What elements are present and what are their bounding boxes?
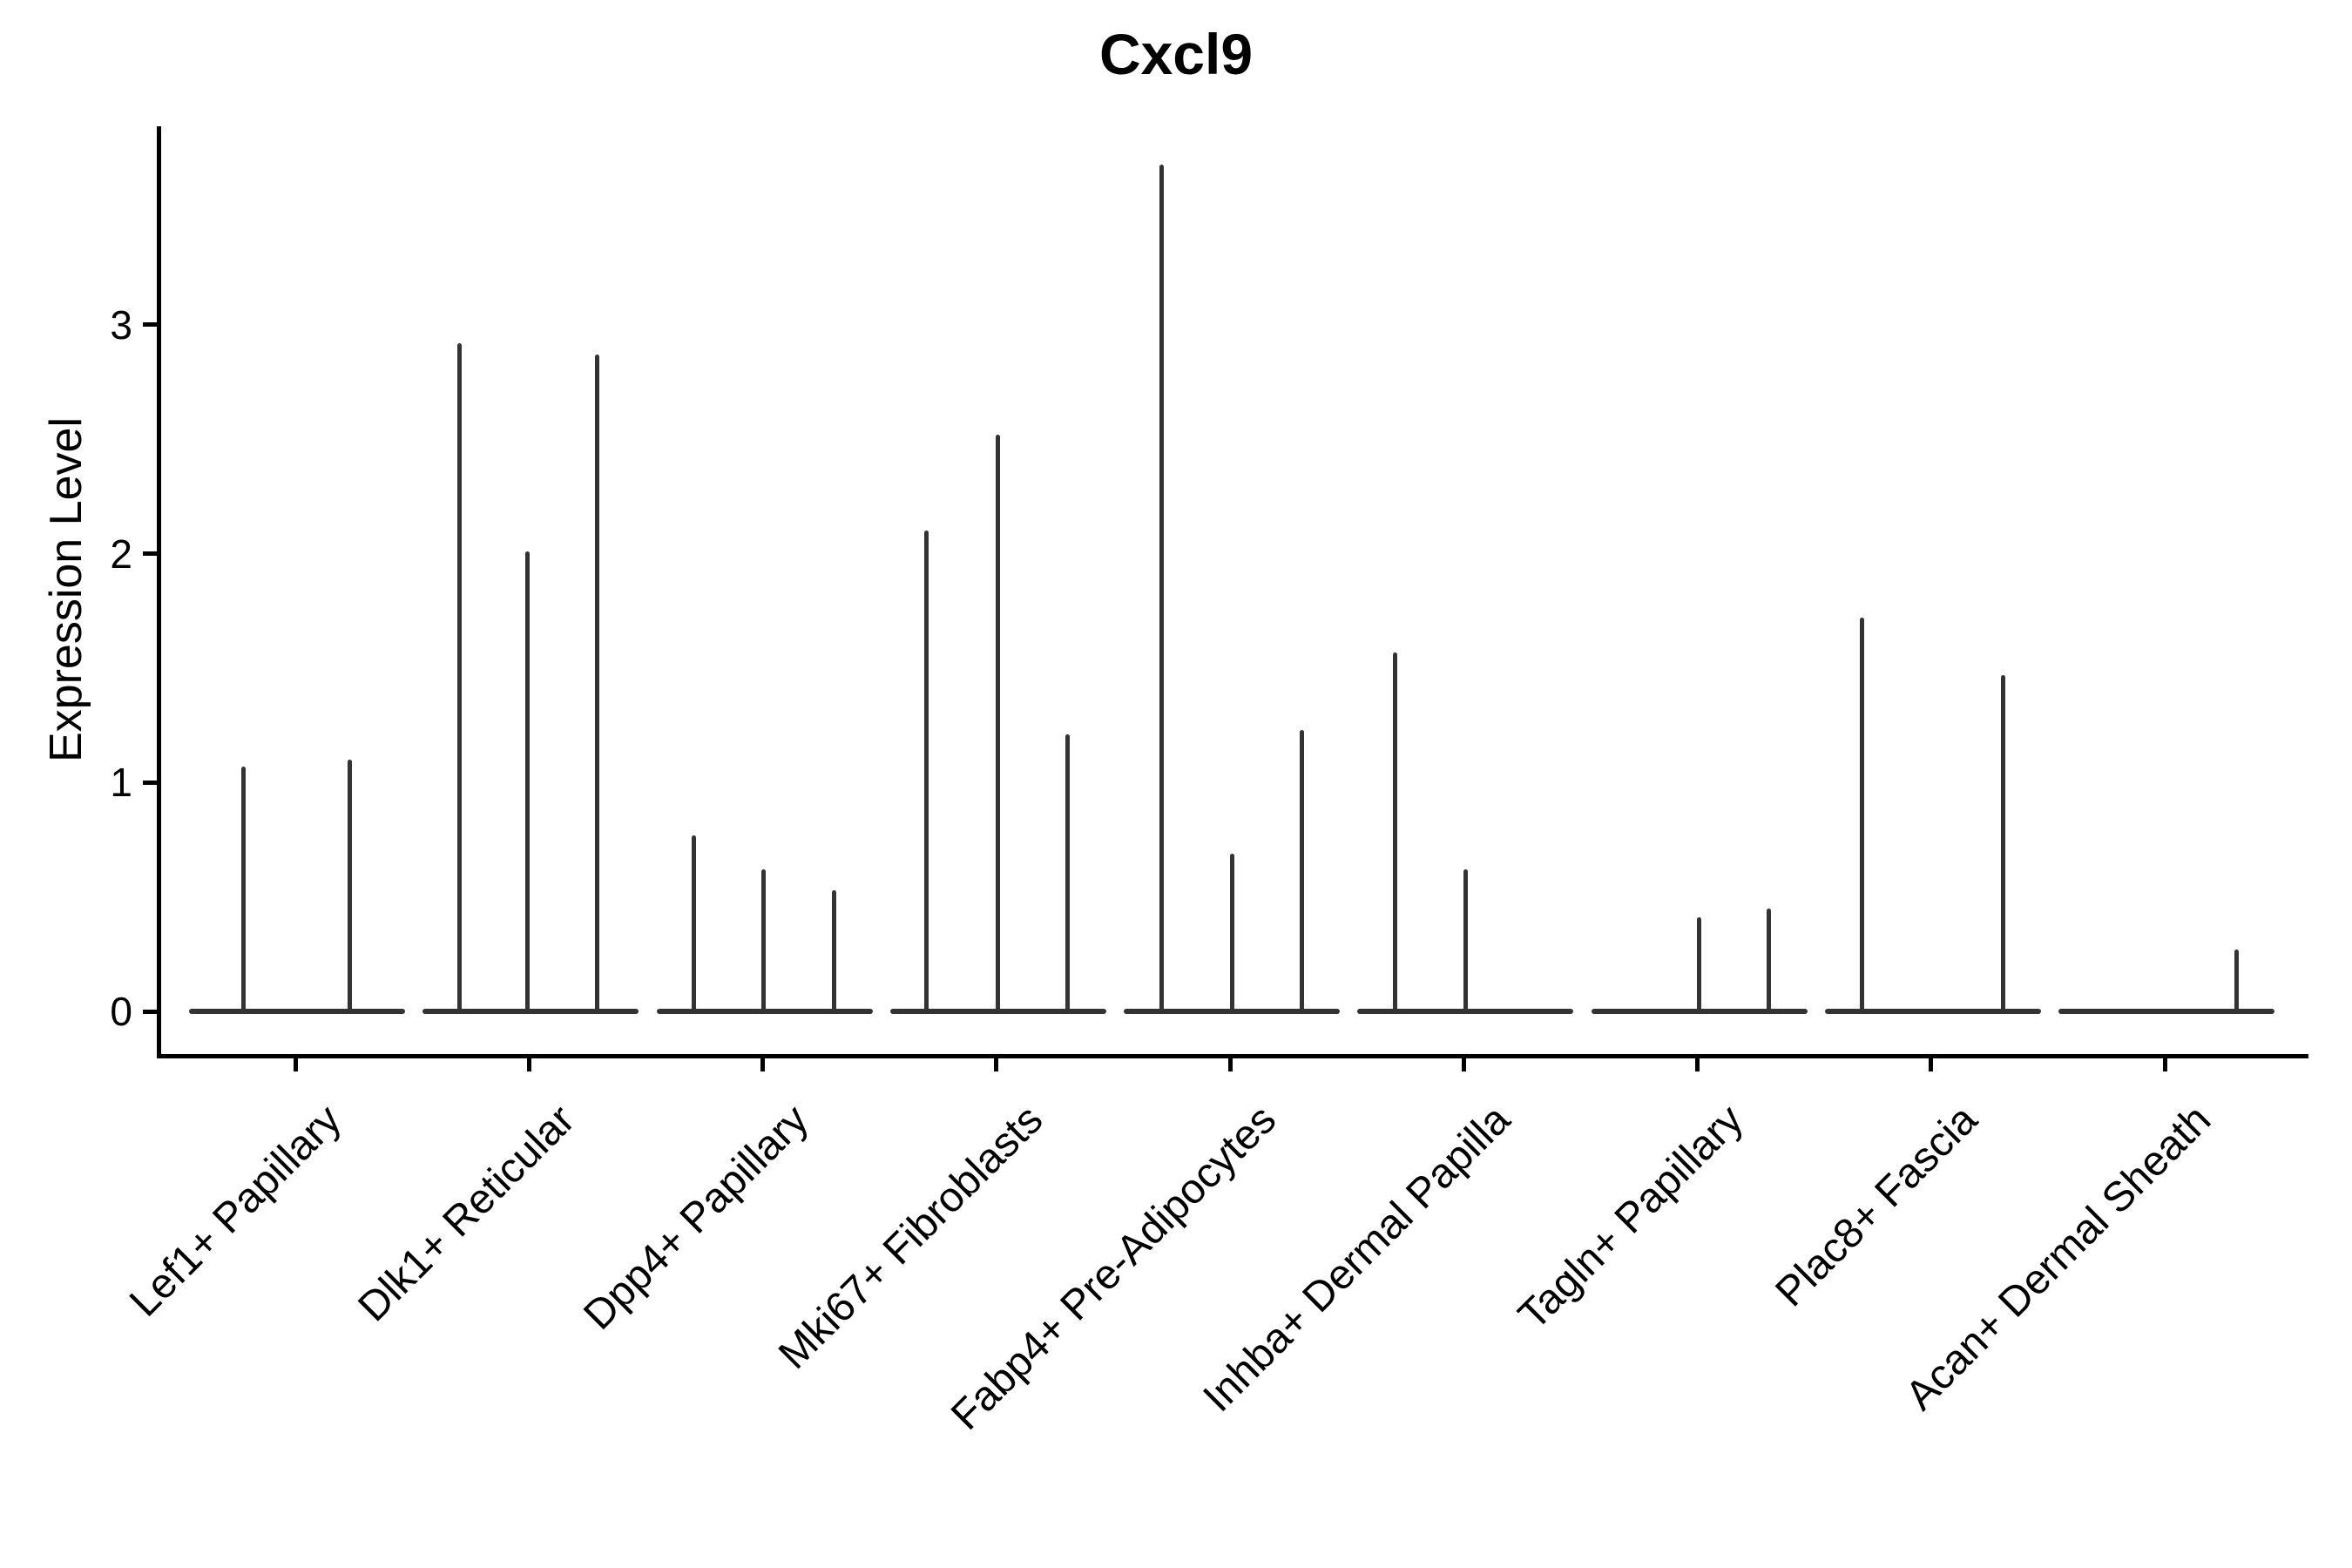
y-tick-label: 0 [110,989,132,1034]
x-tick-mark [526,1057,531,1071]
x-tick-mark [1227,1057,1233,1071]
violin-spike [1229,853,1234,1011]
violin-spike [1860,618,1865,1011]
x-category-label: Dlk1+ Reticular [349,1096,585,1331]
violin-spike [1767,908,1771,1011]
violin-base [1124,1009,1340,1014]
violin-base [1357,1009,1574,1014]
y-tick-label: 1 [110,760,132,806]
violin-spike [996,434,1001,1011]
violin-base [1824,1009,2041,1014]
violin-base [2058,1009,2274,1014]
x-tick-mark [1929,1057,1934,1071]
violin-spike [1159,165,1164,1011]
y-tick-mark [143,322,158,328]
violin-base [1591,1009,1808,1014]
y-tick-mark [143,1009,158,1014]
x-category-label: Mki67+ Fibroblasts [769,1096,1051,1378]
violin-base [189,1009,405,1014]
x-tick-mark [2162,1057,2167,1071]
violin-base [422,1009,639,1014]
violin-spike [456,342,462,1011]
violin-spike [594,355,599,1011]
y-tick-mark [143,780,158,785]
violin-spike [1065,734,1071,1011]
violin-spike [2234,950,2239,1011]
violin-spike [761,869,766,1011]
x-category-label: Lef1+ Papillary [121,1096,351,1326]
violin-spike [692,835,696,1011]
y-tick-label: 2 [110,531,132,577]
y-axis-label: Expression Level [41,417,91,762]
violin-spike [1463,869,1468,1011]
violin-spike [347,760,352,1011]
x-category-label: Tagln+ Papillary [1510,1096,1753,1339]
violin-spike [1697,917,1701,1011]
y-tick-label: 3 [110,301,132,348]
violin-base [889,1009,1106,1014]
x-category-label: Dpp4+ Papillary [575,1096,818,1339]
x-tick-mark [994,1057,999,1071]
violin-spike [2001,674,2006,1011]
violin-spike [832,889,836,1011]
y-tick-mark [143,551,158,557]
violin-spike [1299,729,1304,1011]
chart-title: Cxcl9 [1098,22,1254,86]
x-axis-spine [157,1054,2308,1058]
violin-spike [240,766,246,1011]
violin-spike [524,551,530,1011]
x-tick-mark [1461,1057,1466,1071]
x-tick-mark [293,1057,298,1071]
y-axis-spine [157,126,161,1058]
x-tick-mark [760,1057,765,1071]
violin-spike [924,531,929,1011]
x-tick-mark [1695,1057,1700,1071]
violin-base [656,1009,873,1014]
x-category-label: Plac8+ Fascia [1767,1096,1986,1316]
violin-spike [1392,652,1397,1011]
